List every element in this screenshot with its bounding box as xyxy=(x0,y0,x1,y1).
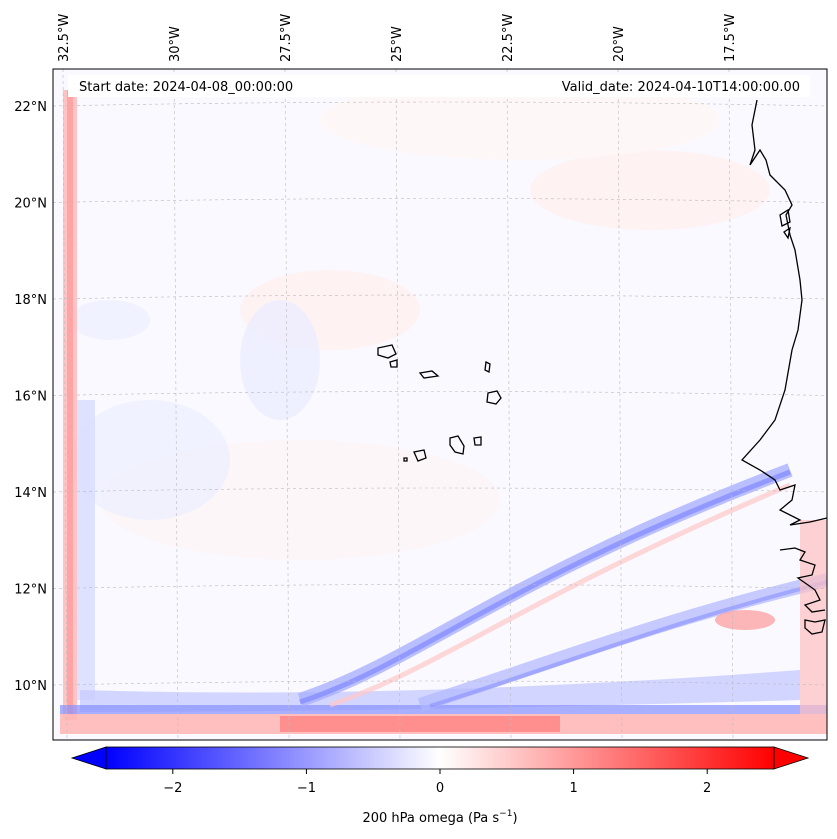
latitude-gridline xyxy=(53,487,827,493)
island xyxy=(389,359,398,368)
colorbar-label-main: 200 hPa omega (Pa s xyxy=(362,811,499,826)
omega-field-tint xyxy=(320,80,720,160)
latitude-gridline xyxy=(53,198,827,203)
longitude-label: 27.5°W xyxy=(279,14,294,62)
latitude-gridline xyxy=(53,584,827,589)
omega-boundary-stripe xyxy=(67,90,73,720)
latitude-label: 22°N xyxy=(14,100,47,115)
colorbar-arrow-low xyxy=(70,746,107,770)
longitude-gridline xyxy=(395,69,401,740)
longitude-gridline xyxy=(173,69,179,740)
latitude-gridline xyxy=(53,294,827,300)
longitude-gridline xyxy=(617,69,623,740)
island xyxy=(418,370,440,379)
colorbar-ticks: −2 −1 0 1 2 xyxy=(163,769,711,796)
longitude-gridline xyxy=(506,69,512,740)
omega-band-blue xyxy=(299,469,791,705)
gridlines xyxy=(53,69,827,740)
latitude-label: 18°N xyxy=(14,293,47,308)
latitude-label: 20°N xyxy=(14,197,47,212)
island xyxy=(473,436,482,446)
island xyxy=(403,457,408,462)
longitude-label: 32.5°W xyxy=(57,14,72,62)
omega-field-tint xyxy=(70,400,230,520)
longitude-label: 20°W xyxy=(612,26,627,62)
omega-band-blue xyxy=(80,670,800,712)
map-frame xyxy=(52,68,828,741)
colorbar-tick-label: 1 xyxy=(569,781,577,796)
longitude-label: 17.5°W xyxy=(723,14,738,62)
africa-coastline xyxy=(740,99,828,526)
island xyxy=(779,208,791,227)
longitude-gridline xyxy=(62,69,68,740)
longitude-label: 22.5°W xyxy=(501,14,516,62)
island xyxy=(783,226,791,240)
omega-band-blue xyxy=(60,705,827,714)
latitude-label: 10°N xyxy=(14,679,47,694)
island xyxy=(449,435,465,455)
island xyxy=(484,361,491,373)
coastlines xyxy=(377,99,828,635)
longitude-gridline xyxy=(284,69,290,740)
colorbar-tick-label: 2 xyxy=(703,781,711,796)
omega-band-red xyxy=(329,482,791,708)
omega-band-red xyxy=(280,716,560,732)
colorbar-label-exponent: −1 xyxy=(499,809,512,819)
omega-field xyxy=(60,80,827,734)
longitude-label: 30°W xyxy=(168,26,183,62)
island xyxy=(413,449,427,462)
island xyxy=(377,344,397,359)
africa-coastline xyxy=(804,619,826,635)
colorbar-gradient xyxy=(106,747,774,769)
omega-field-tint xyxy=(240,300,320,420)
header-box xyxy=(68,75,810,97)
latitude-gridline xyxy=(53,101,827,107)
latitude-label: 16°N xyxy=(14,390,47,405)
omega-field-tint xyxy=(530,150,770,230)
colorbar-tick-label: 0 xyxy=(436,781,444,796)
latitude-gridline xyxy=(53,680,827,686)
latitude-label: 12°N xyxy=(14,583,47,598)
start-date: Start date: 2024-04-08_00:00:00 xyxy=(79,80,293,95)
longitude-label: 25°W xyxy=(390,26,405,62)
colorbar-label-close: ) xyxy=(512,811,517,826)
latitude-labels: 22°N 20°N 18°N 16°N 14°N 12°N 10°N xyxy=(14,100,47,694)
colorbar: −2 −1 0 1 2 200 hPa omega (Pa s−1) xyxy=(70,746,810,826)
omega-band-blue xyxy=(417,573,827,712)
longitude-labels: 32.5°W 30°W 27.5°W 25°W 22.5°W 20°W 17.5°W xyxy=(57,14,738,62)
omega-boundary-stripe xyxy=(77,400,95,700)
africa-coastline xyxy=(779,547,826,613)
colorbar-label: 200 hPa omega (Pa s−1) xyxy=(362,809,517,826)
latitude-label: 14°N xyxy=(14,486,47,501)
longitude-gridline xyxy=(728,69,734,740)
map-panel: Start date: 2024-04-08_00:00:00 Valid_da… xyxy=(52,68,828,741)
colorbar-tick-label: −2 xyxy=(163,781,182,796)
colorbar-tick-label: −1 xyxy=(297,781,316,796)
island xyxy=(486,390,502,405)
omega-edge-red xyxy=(715,610,775,630)
valid-date: Valid_date: 2024-04-10T14:00:00.00 xyxy=(562,80,800,95)
colorbar-arrow-high xyxy=(773,746,810,770)
latitude-gridline xyxy=(53,391,827,396)
omega-field-tint xyxy=(70,300,150,340)
omega-band-blue xyxy=(429,580,827,708)
